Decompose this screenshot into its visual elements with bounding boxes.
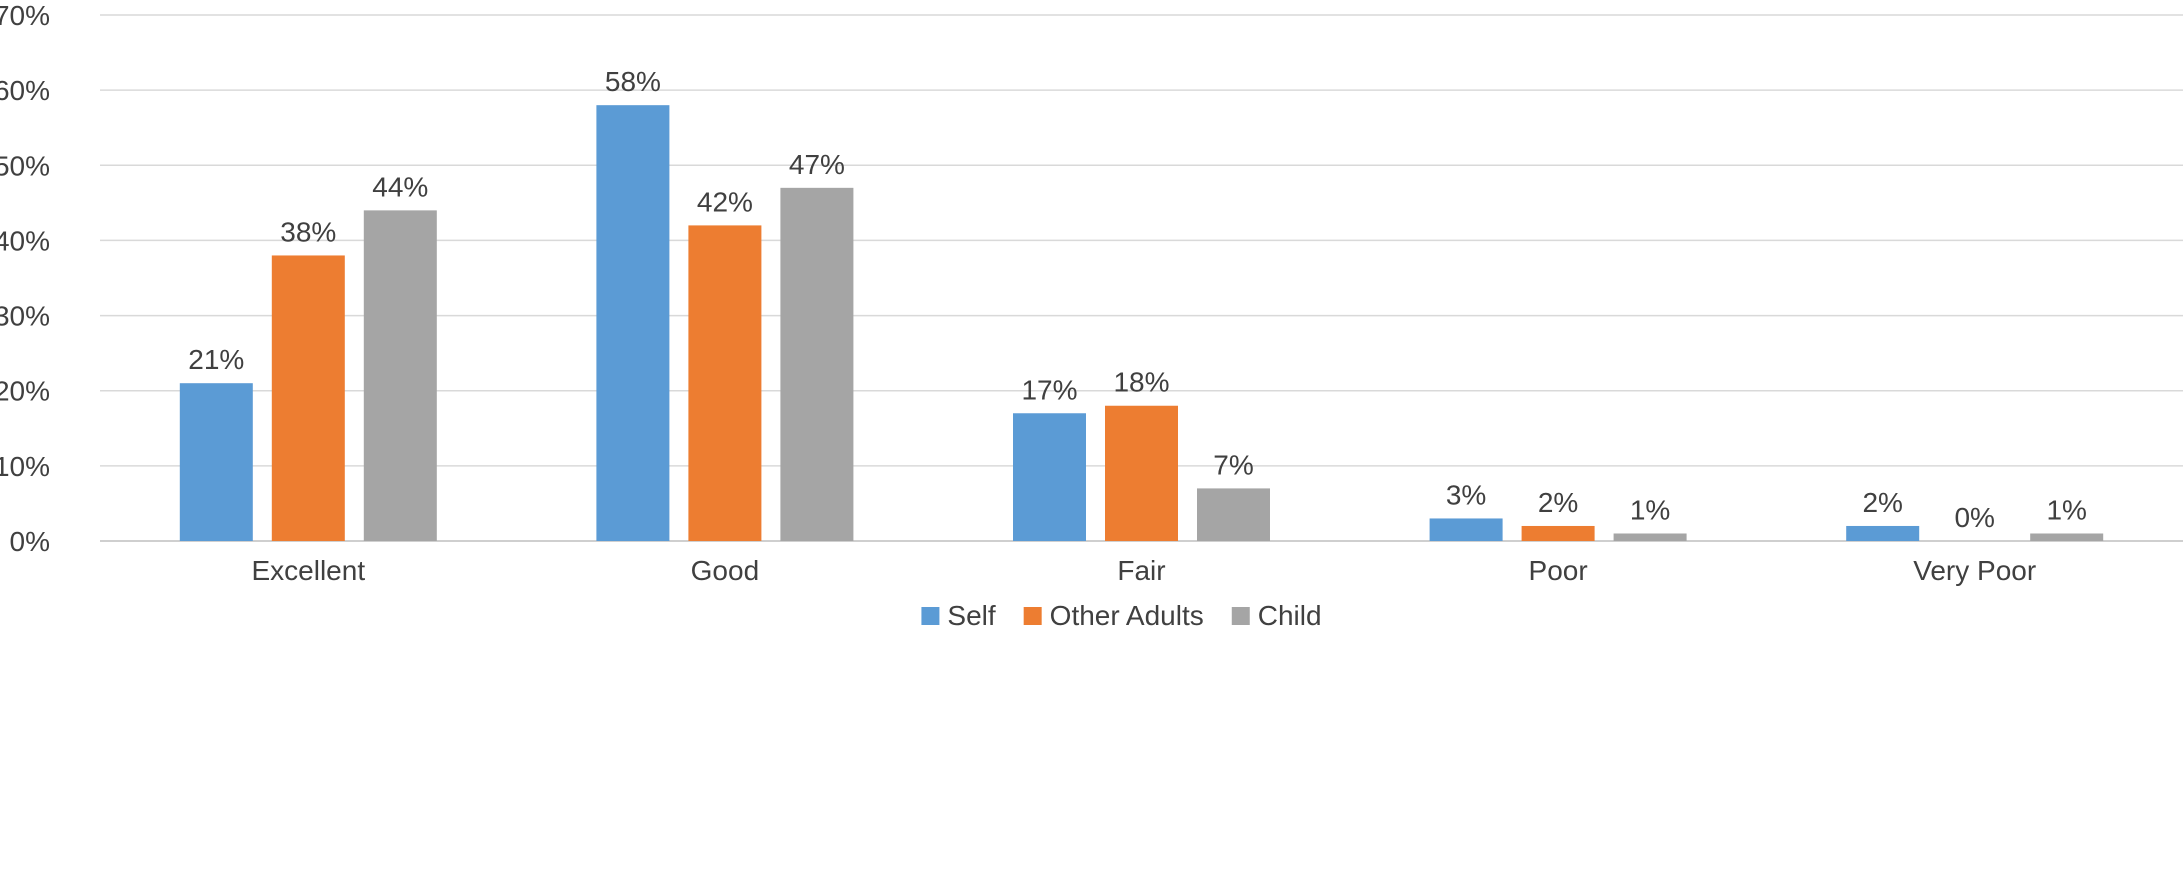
data-label: 3%: [1446, 479, 1486, 510]
y-tick-label: 60%: [0, 75, 50, 106]
legend-swatch: [1231, 607, 1250, 625]
x-category-label: Very Poor: [1913, 555, 2036, 586]
data-label: 47%: [789, 149, 845, 180]
legend-label: Self: [947, 600, 995, 631]
x-category-label: Good: [691, 555, 760, 586]
y-axis-tick-labels: 0% 10% 20% 30% 40% 50% 60% 70%: [0, 0, 50, 557]
x-category-label: Fair: [1117, 555, 1165, 586]
data-label: 44%: [372, 171, 428, 202]
legend-label: Child: [1258, 600, 1322, 631]
data-label: 58%: [605, 66, 661, 97]
bar-self-excellent: [179, 383, 253, 541]
legend: Self Other Adults Child: [921, 600, 1322, 631]
bar-child-fair: [1197, 488, 1270, 541]
data-label: 1%: [2046, 494, 2086, 525]
bar-other-adults-fair: [1105, 405, 1178, 541]
data-label: 17%: [1021, 374, 1077, 405]
y-tick-label: 40%: [0, 225, 50, 256]
y-tick-label: 20%: [0, 376, 50, 407]
x-category-label: Excellent: [251, 555, 365, 586]
bar-other-adults-poor: [1521, 525, 1595, 541]
bar-child-poor: [1613, 533, 1687, 541]
y-tick-label: 50%: [0, 150, 50, 181]
bar-other-adults-good: [688, 225, 762, 541]
y-tick-label: 0%: [10, 526, 50, 557]
data-label: 2%: [1538, 487, 1578, 518]
data-label: 21%: [188, 344, 244, 375]
bar-self-good: [596, 105, 670, 542]
y-tick-label: 70%: [0, 0, 50, 31]
bar-child-good: [780, 187, 854, 542]
bar-self-very-poor: [1846, 525, 1920, 541]
x-axis-category-labels: Excellent Good Fair Poor Very Poor: [251, 555, 2036, 586]
data-label: 2%: [1862, 487, 1902, 518]
legend-swatch: [1023, 607, 1042, 625]
bar-self-poor: [1429, 518, 1503, 541]
data-label: 38%: [280, 216, 336, 247]
data-label: 7%: [1213, 449, 1253, 480]
data-label: 42%: [697, 186, 753, 217]
y-tick-label: 10%: [0, 451, 50, 482]
legend-label: Other Adults: [1050, 600, 1204, 631]
bar-other-adults-excellent: [271, 255, 345, 541]
gridlines: [100, 14, 2183, 542]
legend-swatch: [921, 607, 940, 625]
data-label: 0%: [1954, 502, 1994, 533]
bar-self-fair: [1013, 413, 1086, 541]
y-tick-label: 30%: [0, 301, 50, 332]
data-label: 18%: [1113, 367, 1169, 398]
data-label: 1%: [1630, 494, 1670, 525]
data-labels: 21% 38% 44% 58% 42% 47% 17% 18% 7% 3% 2% 1% 2% 0% 1%: [188, 66, 2087, 533]
bar-child-very-poor: [2030, 533, 2104, 541]
bar-child-excellent: [363, 210, 437, 541]
x-category-label: Poor: [1529, 555, 1588, 586]
bars: [179, 105, 2104, 542]
